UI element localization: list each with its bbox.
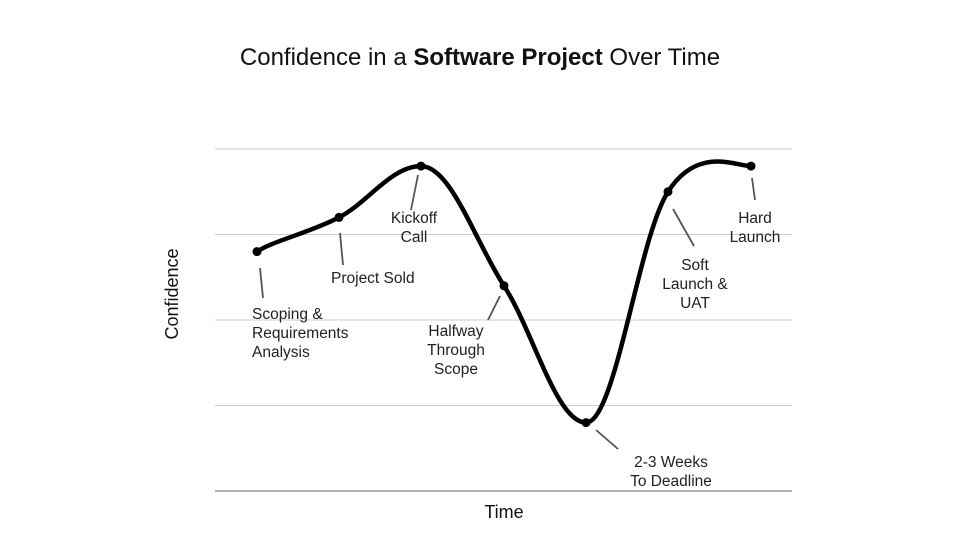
- annotation-leader-line: [595, 429, 619, 450]
- data-points: [252, 161, 756, 428]
- annotation-label: Soft Launch & UAT: [662, 257, 728, 312]
- annotation-line: Analysis: [252, 344, 310, 361]
- annotation-label: Hard Launch: [730, 210, 781, 246]
- annotation-label: Kickoff Call: [391, 210, 438, 246]
- annotation-line: Hard: [738, 210, 772, 227]
- annotation-line: Soft: [681, 257, 709, 274]
- data-point: [581, 418, 591, 428]
- chart-title-bold: Software Project: [413, 44, 603, 71]
- data-point: [334, 212, 344, 222]
- data-point: [252, 247, 262, 257]
- y-axis-label: Confidence: [162, 248, 182, 339]
- annotation-leaders: [259, 174, 756, 450]
- annotation-label: Halfway Through Scope: [427, 323, 485, 378]
- chart-title-prefix: Confidence in a: [239, 44, 414, 71]
- annotation-line: Requirements: [252, 325, 349, 342]
- chart-title-suffix: Over Time: [602, 44, 721, 71]
- annotation-line: Kickoff: [391, 210, 438, 227]
- annotation-line: Through: [427, 342, 485, 359]
- annotation-line: Halfway: [428, 323, 483, 340]
- annotation-label: Scoping & Requirements Analysis: [252, 306, 349, 361]
- annotation-leader-line: [259, 267, 264, 299]
- annotation-leader-line: [487, 295, 501, 321]
- annotation-line: Scope: [434, 361, 478, 378]
- x-axis-label: Time: [484, 502, 523, 522]
- annotation-line: Call: [401, 229, 428, 246]
- annotation-label: Project Sold: [331, 270, 415, 287]
- data-point: [746, 161, 756, 171]
- annotation-label: 2-3 Weeks To Deadline: [630, 454, 712, 490]
- gridlines: [215, 148, 792, 406]
- annotation-leader-line: [672, 208, 695, 247]
- annotation-leader-line: [751, 177, 756, 201]
- annotation-line: Launch &: [662, 276, 728, 293]
- annotation-leader-line: [410, 174, 419, 211]
- data-point: [663, 187, 673, 197]
- annotation-leader-line: [339, 232, 344, 266]
- confidence-curve: [254, 159, 754, 425]
- annotations: Scoping & Requirements Analysis Project Sol…: [252, 210, 780, 490]
- annotation-line: Project Sold: [331, 270, 415, 287]
- annotation-line: Launch: [730, 229, 781, 246]
- annotation-line: To Deadline: [630, 473, 712, 490]
- annotation-line: Scoping &: [252, 306, 323, 323]
- annotation-line: UAT: [680, 295, 710, 312]
- annotation-line: 2-3 Weeks: [634, 454, 708, 471]
- chart-title: Confidence in a Software Project Over Ti…: [0, 44, 960, 72]
- data-point: [416, 161, 426, 171]
- data-point: [499, 281, 509, 291]
